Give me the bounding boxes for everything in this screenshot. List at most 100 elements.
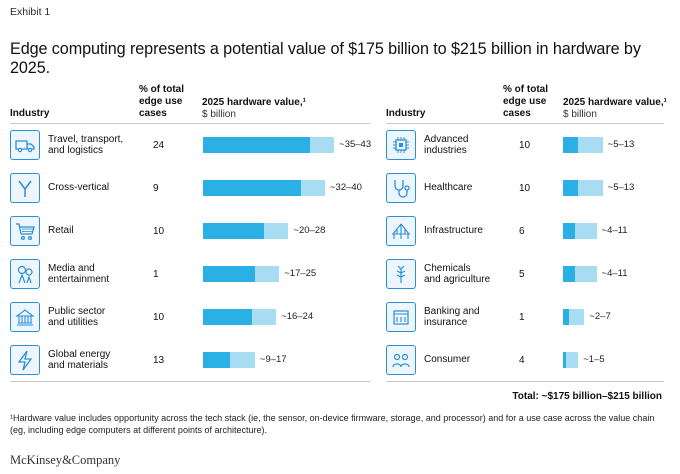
pct-value: 1 <box>519 311 525 323</box>
industry-row: Cross-vertical <box>10 170 130 206</box>
bar-high <box>566 352 579 368</box>
bar-high <box>569 309 585 325</box>
industry-label: Cross-vertical <box>48 182 110 194</box>
industry-row: Advanced industries <box>386 127 506 163</box>
pct-value: 10 <box>153 311 165 323</box>
industry-row: Banking and insurance <box>386 299 506 335</box>
bottom-divider-left <box>10 381 370 382</box>
bar-low <box>563 223 576 239</box>
bar-low <box>563 352 567 368</box>
industry-row: Chemicals and agriculture <box>386 256 506 292</box>
pct-value: 1 <box>153 268 159 280</box>
pct-value: 4 <box>519 354 525 366</box>
bar-high <box>575 266 597 282</box>
media-icon <box>10 259 40 289</box>
range-label: ~35–43 <box>339 139 372 150</box>
header-divider-right <box>386 123 664 124</box>
bar-high <box>575 223 597 239</box>
unit-header-right: $ billion <box>563 109 597 120</box>
stethoscope-icon <box>386 173 416 203</box>
cart-icon <box>10 216 40 246</box>
industry-label: Consumer <box>424 354 471 366</box>
pct-header-left: % of total edge use cases <box>139 84 184 119</box>
bar-low <box>563 266 576 282</box>
industry-label: Retail <box>48 225 74 237</box>
pct-value: 5 <box>519 268 525 280</box>
bar-high <box>578 137 603 153</box>
bar-high <box>230 352 255 368</box>
bank-icon <box>386 302 416 332</box>
unit-header-left: $ billion <box>202 109 236 120</box>
pct-value: 9 <box>153 182 159 194</box>
industry-row: Infrastructure <box>386 213 506 249</box>
bar-low <box>203 137 310 153</box>
range-label: ~32–40 <box>330 182 362 193</box>
industry-row: Travel, transport, and logistics <box>10 127 130 163</box>
pct-value: 10 <box>519 139 531 151</box>
industry-label: Banking and insurance <box>424 305 480 329</box>
industry-label: Public sector and utilities <box>48 305 106 329</box>
mckinsey-logo: McKinsey&Company <box>10 453 121 467</box>
range-label: ~5–13 <box>607 139 635 150</box>
range-label: ~20–28 <box>293 225 326 236</box>
range-label: ~4–11 <box>601 268 628 279</box>
range-label: ~2–7 <box>589 311 611 322</box>
truck-icon <box>10 130 40 160</box>
chip-icon <box>386 130 416 160</box>
bar-low <box>203 352 231 368</box>
footnote: ¹Hardware value includes opportunity acr… <box>10 413 655 435</box>
pct-value: 6 <box>519 225 525 237</box>
industry-label: Infrastructure <box>424 225 483 237</box>
government-icon <box>10 302 40 332</box>
value-header-left: 2025 hardware value,¹ <box>202 97 306 108</box>
header-divider-left <box>10 123 370 124</box>
pct-value: 10 <box>153 225 165 237</box>
range-label: ~5–13 <box>607 182 635 193</box>
bar-low <box>563 309 570 325</box>
industry-label: Healthcare <box>424 182 473 194</box>
range-label: ~4–11 <box>601 225 628 236</box>
industry-label: Global energy and materials <box>48 348 111 372</box>
range-label: ~9–17 <box>259 354 287 365</box>
branch-icon <box>10 173 40 203</box>
bar-high <box>578 180 603 196</box>
industry-row: Healthcare <box>386 170 506 206</box>
pct-value: 13 <box>153 354 165 366</box>
bar-high <box>264 223 289 239</box>
industry-row: Public sector and utilities <box>10 299 130 335</box>
industry-header-left: Industry <box>10 108 50 119</box>
wheat-icon <box>386 259 416 289</box>
bar-low <box>563 137 579 153</box>
lightning-icon <box>10 345 40 375</box>
bottom-divider-right <box>386 381 664 382</box>
pct-value: 10 <box>519 182 531 194</box>
industry-label: Media and entertainment <box>48 262 110 286</box>
industry-row: Media and entertainment <box>10 256 130 292</box>
pct-header-right: % of total edge use cases <box>503 84 548 119</box>
range-label: ~17–25 <box>284 268 317 279</box>
bar-low <box>203 223 264 239</box>
bar-high <box>309 137 335 153</box>
industry-label: Travel, transport, and logistics <box>48 133 124 157</box>
bar-high <box>254 266 280 282</box>
range-label: ~1–5 <box>583 354 605 365</box>
value-header-right: 2025 hardware value,¹ <box>563 97 667 108</box>
pct-value: 24 <box>153 139 165 151</box>
industry-row: Retail <box>10 213 130 249</box>
industry-label: Advanced industries <box>424 133 469 157</box>
bar-low <box>563 180 579 196</box>
industry-row: Global energy and materials <box>10 342 130 378</box>
people-icon <box>386 345 416 375</box>
exhibit-label: Exhibit 1 <box>10 6 51 18</box>
industry-row: Consumer <box>386 342 506 378</box>
industry-label: Chemicals and agriculture <box>424 262 491 286</box>
bar-low <box>203 309 252 325</box>
bar-low <box>203 266 255 282</box>
range-label: ~16–24 <box>281 311 314 322</box>
bar-low <box>203 180 301 196</box>
bar-high <box>251 309 277 325</box>
bridge-icon <box>386 216 416 246</box>
industry-header-right: Industry <box>386 108 426 119</box>
bar-high <box>300 180 325 196</box>
chart-title: Edge computing represents a potential va… <box>10 40 641 77</box>
